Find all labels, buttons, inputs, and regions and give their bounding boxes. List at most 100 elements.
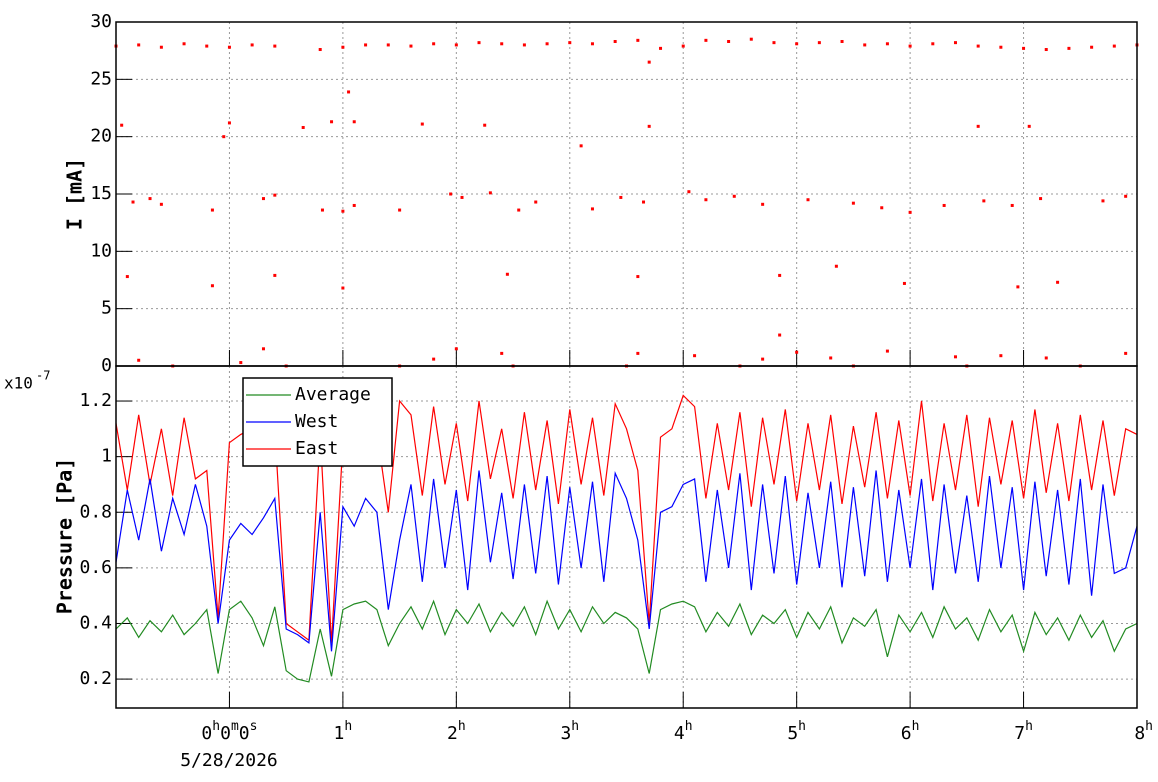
y-tick-label: 0.2 <box>79 668 112 689</box>
data-point <box>1124 351 1128 355</box>
data-point <box>352 203 356 207</box>
x-tick-label: 4h <box>674 719 693 744</box>
data-point <box>772 41 776 45</box>
data-point <box>908 210 912 214</box>
data-point <box>885 349 889 353</box>
data-point <box>449 192 453 196</box>
data-point <box>500 351 504 355</box>
y-tick-label: 25 <box>90 68 112 89</box>
data-point <box>483 123 487 127</box>
data-point <box>829 356 833 360</box>
data-point <box>851 201 855 205</box>
data-point <box>454 43 458 47</box>
data-point <box>261 347 265 351</box>
data-point <box>749 37 753 41</box>
data-point <box>761 202 765 206</box>
data-point <box>704 38 708 42</box>
data-point <box>341 45 345 49</box>
y-tick-label: 0 <box>101 355 112 376</box>
data-point <box>182 42 186 46</box>
data-point <box>568 41 572 45</box>
data-point <box>1016 285 1020 289</box>
x-tick-label: 0h0m0s <box>201 719 257 744</box>
data-point <box>761 357 765 361</box>
y-tick-label: 20 <box>90 126 112 147</box>
data-point <box>210 208 214 212</box>
data-point <box>1112 44 1116 48</box>
data-point <box>222 135 226 139</box>
data-point <box>1124 194 1128 198</box>
data-point <box>999 354 1003 358</box>
data-point <box>545 42 549 46</box>
data-point <box>863 43 867 47</box>
data-point <box>261 197 265 201</box>
data-point <box>732 194 736 198</box>
data-point <box>976 44 980 48</box>
data-point <box>817 41 821 45</box>
data-point <box>273 273 277 277</box>
data-point <box>590 207 594 211</box>
data-point <box>250 43 254 47</box>
data-point <box>432 42 436 46</box>
data-point <box>239 361 243 365</box>
y-tick-label: 0.4 <box>79 612 112 633</box>
series-line <box>115 599 1138 683</box>
data-point <box>942 203 946 207</box>
data-point <box>420 122 424 126</box>
x-tick-label: 1h <box>334 719 353 744</box>
x-tick-label: 7h <box>1014 719 1033 744</box>
data-point <box>636 351 640 355</box>
data-point <box>398 208 402 212</box>
data-point <box>931 42 935 46</box>
data-point <box>148 197 152 201</box>
data-point <box>1090 45 1094 49</box>
data-point <box>806 198 810 202</box>
data-point <box>953 355 957 359</box>
data-point <box>636 275 640 279</box>
x-tick-label: 5h <box>787 719 806 744</box>
data-point <box>125 275 129 279</box>
data-point <box>1010 203 1014 207</box>
data-point <box>505 272 509 276</box>
data-point <box>460 195 464 199</box>
data-point <box>1027 124 1031 128</box>
data-point <box>205 44 209 48</box>
data-point <box>982 199 986 203</box>
data-point <box>659 46 663 50</box>
y-tick-label: 1.2 <box>79 390 112 411</box>
data-point <box>227 45 231 49</box>
data-point <box>636 38 640 42</box>
axis-exponent-base: x10 <box>4 374 33 393</box>
data-point <box>1101 199 1105 203</box>
data-point <box>1044 48 1048 52</box>
data-point <box>908 44 912 48</box>
data-point <box>352 120 356 124</box>
data-point <box>320 208 324 212</box>
data-point <box>642 200 646 204</box>
data-point <box>120 123 124 127</box>
data-point <box>834 264 838 268</box>
data-point <box>330 120 334 124</box>
legend-label: Average <box>295 384 371 405</box>
y-tick-label: 30 <box>90 11 112 32</box>
data-point <box>778 333 782 337</box>
x-tick-label: 6h <box>901 719 920 744</box>
data-point <box>681 44 685 48</box>
data-point <box>432 357 436 361</box>
data-point <box>454 347 458 351</box>
y-axis-title: I [mA] <box>63 158 87 230</box>
data-point <box>727 39 731 43</box>
data-point <box>210 284 214 288</box>
data-point <box>590 42 594 46</box>
data-point <box>159 45 163 49</box>
y-tick-label: 5 <box>101 298 112 319</box>
data-point <box>273 193 277 197</box>
data-point <box>619 195 623 199</box>
data-point <box>517 208 521 212</box>
data-point <box>137 43 141 47</box>
y-tick-label: 15 <box>90 183 112 204</box>
data-point <box>500 42 504 46</box>
legend-label: East <box>295 438 338 459</box>
data-point <box>902 281 906 285</box>
